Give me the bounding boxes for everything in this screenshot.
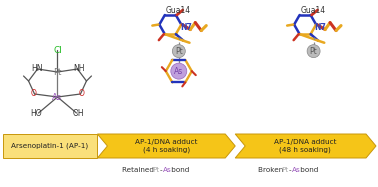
- Text: O: O: [79, 88, 84, 97]
- Text: Gua14: Gua14: [301, 5, 326, 15]
- Text: O: O: [31, 88, 36, 97]
- Text: Pt: Pt: [53, 68, 62, 76]
- Text: As: As: [174, 67, 183, 76]
- Circle shape: [172, 45, 185, 58]
- Text: N7: N7: [314, 23, 327, 32]
- Text: OH: OH: [73, 108, 84, 117]
- Text: NH: NH: [74, 64, 85, 73]
- Polygon shape: [235, 134, 376, 158]
- Text: Retained: Retained: [122, 167, 156, 173]
- Text: -: -: [288, 167, 291, 173]
- Text: HO: HO: [31, 108, 42, 117]
- Circle shape: [171, 63, 187, 79]
- Text: Pt: Pt: [282, 167, 289, 173]
- Text: -: -: [159, 167, 162, 173]
- Text: AP-1/DNA adduct
(48 h soaking): AP-1/DNA adduct (48 h soaking): [274, 139, 336, 153]
- Text: Gua14: Gua14: [166, 5, 191, 15]
- Circle shape: [307, 45, 320, 58]
- Text: Pt: Pt: [310, 47, 318, 56]
- Text: HN: HN: [31, 64, 42, 73]
- Text: Cl: Cl: [53, 45, 62, 54]
- Text: Arsenoplatin-1 (AP-1): Arsenoplatin-1 (AP-1): [11, 143, 88, 149]
- Text: Pt: Pt: [152, 167, 160, 173]
- Text: Pt: Pt: [175, 47, 183, 56]
- Text: bond: bond: [298, 167, 319, 173]
- Text: As: As: [163, 167, 171, 173]
- Text: As: As: [53, 93, 63, 102]
- Text: AP-1/DNA adduct
(4 h soaking): AP-1/DNA adduct (4 h soaking): [135, 139, 198, 153]
- Text: N7: N7: [180, 23, 192, 32]
- Text: Broken: Broken: [258, 167, 286, 173]
- FancyBboxPatch shape: [3, 134, 98, 158]
- Text: As: As: [292, 167, 301, 173]
- Polygon shape: [98, 134, 235, 158]
- Text: bond: bond: [169, 167, 190, 173]
